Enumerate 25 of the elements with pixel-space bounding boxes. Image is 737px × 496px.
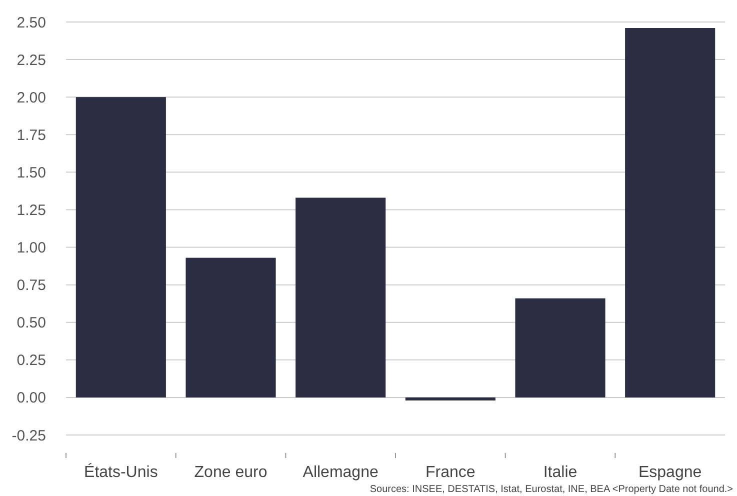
x-tick-label: France [426,464,476,481]
y-tick-label: 2.25 [16,52,46,69]
bar [296,198,386,398]
x-tick-label: Allemagne [302,464,378,481]
y-tick-label: 1.50 [16,164,46,182]
y-tick-label: 0.25 [16,352,46,370]
bar [515,298,606,398]
x-tick-label: Zone euro [194,464,268,481]
bar [405,397,496,400]
y-tick-label: 0.00 [16,390,46,407]
y-tick-label: 0.75 [16,277,46,294]
x-tick-label: États-Unis [84,463,158,481]
bar [625,28,716,398]
source-note: Sources: INSEE, DESTATIS, Istat, Eurostat, INE, BEA <Property Date not found.> [370,484,734,495]
y-tick-label: 2.50 [16,14,46,32]
y-tick-label: -0.25 [12,427,46,444]
bar [76,97,166,398]
x-tick-label: Espagne [638,464,702,481]
y-tick-label: 1.25 [16,202,46,219]
y-tick-label: 1.75 [16,126,46,144]
y-tick-label: 1.00 [16,240,46,257]
x-tick-label: Italie [543,464,578,481]
y-tick-label: 2.00 [16,89,46,106]
bar [186,258,276,398]
y-tick-label: 0.50 [16,314,46,332]
